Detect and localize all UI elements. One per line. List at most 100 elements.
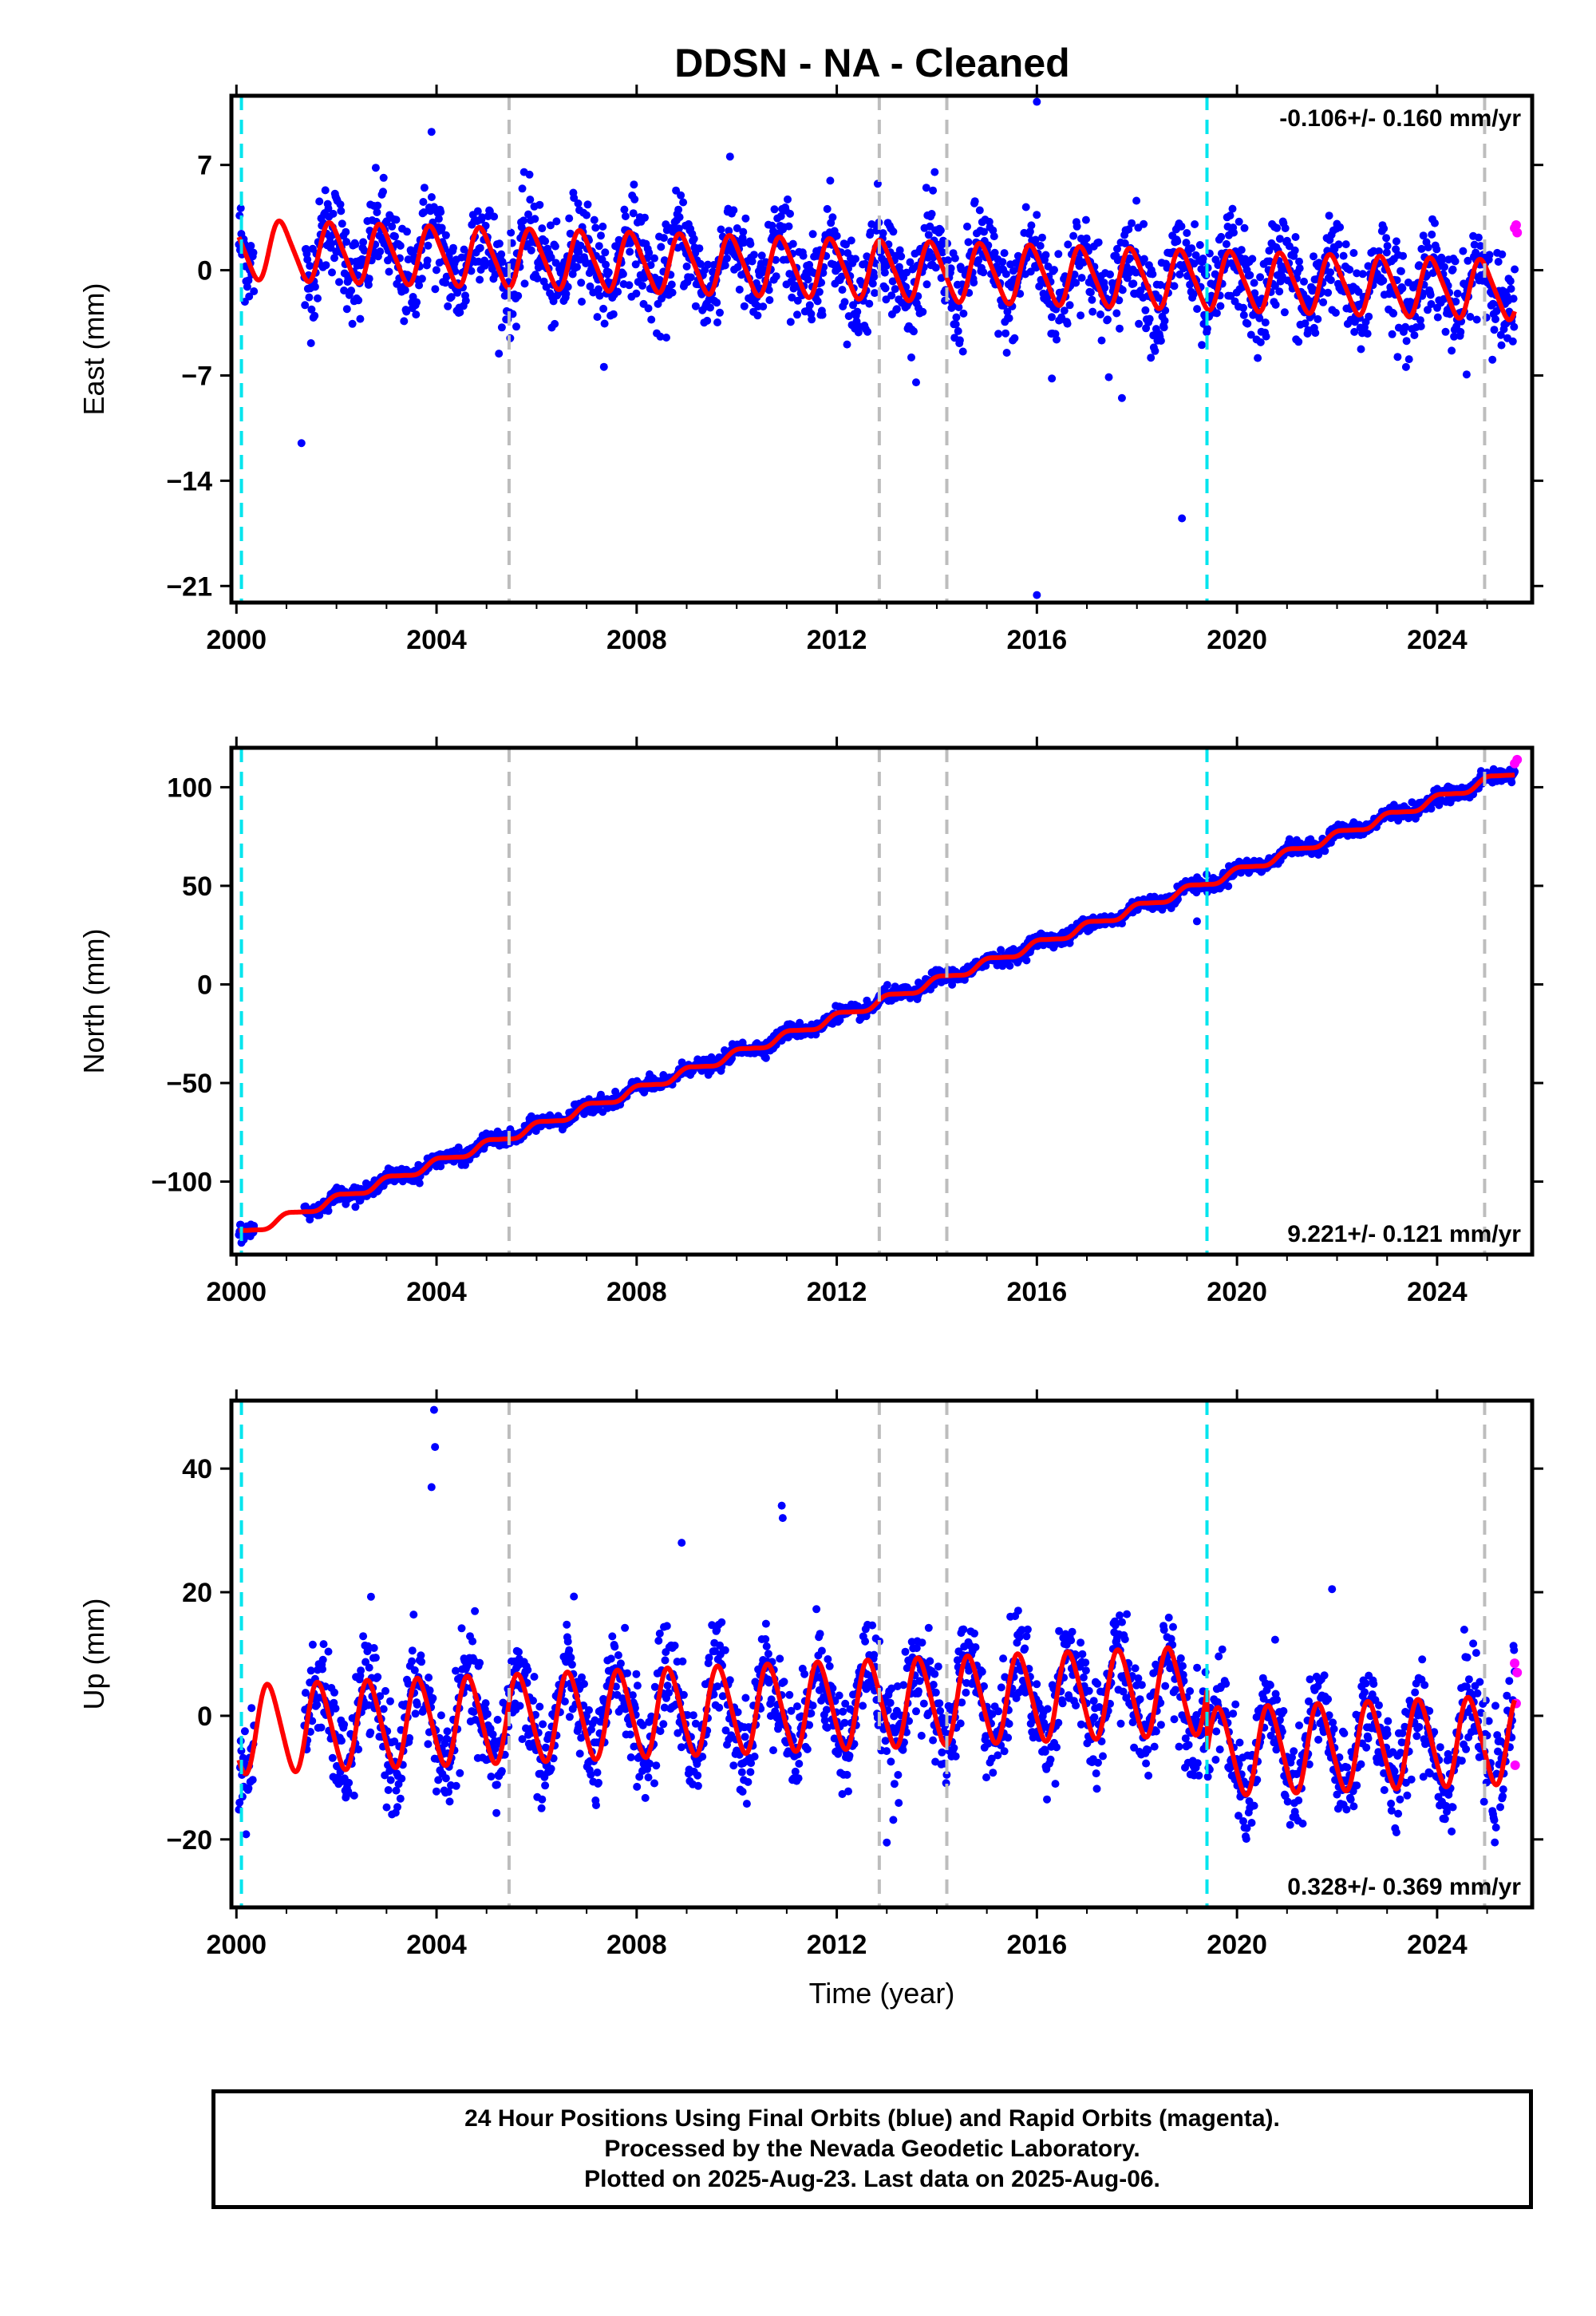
data-point bbox=[327, 239, 336, 248]
data-point bbox=[799, 251, 808, 260]
data-point bbox=[626, 1730, 634, 1739]
data-point bbox=[1326, 268, 1335, 277]
data-point bbox=[576, 241, 585, 250]
outlier-point bbox=[1178, 514, 1187, 523]
data-point bbox=[565, 1646, 574, 1654]
data-point bbox=[519, 216, 527, 225]
data-point bbox=[661, 1656, 670, 1665]
data-point bbox=[735, 285, 744, 294]
data-point bbox=[413, 298, 421, 306]
data-point bbox=[444, 302, 452, 310]
data-point bbox=[1314, 314, 1322, 323]
data-point bbox=[784, 195, 792, 204]
data-point bbox=[1509, 294, 1518, 303]
data-point bbox=[408, 1646, 417, 1655]
data-point bbox=[335, 278, 343, 287]
data-point bbox=[657, 243, 666, 251]
data-point bbox=[645, 248, 654, 257]
data-point bbox=[412, 310, 421, 319]
data-point bbox=[350, 1791, 358, 1800]
data-point bbox=[1488, 355, 1497, 364]
data-point bbox=[1399, 251, 1408, 260]
data-point bbox=[840, 298, 849, 306]
data-point bbox=[1254, 354, 1262, 362]
data-point bbox=[592, 1801, 600, 1809]
data-point bbox=[786, 318, 795, 326]
data-point bbox=[1476, 242, 1485, 251]
data-point bbox=[1441, 327, 1450, 336]
data-point bbox=[1301, 319, 1310, 328]
data-point bbox=[338, 219, 346, 228]
data-point bbox=[385, 267, 393, 276]
data-point bbox=[770, 205, 779, 214]
data-point bbox=[542, 283, 551, 291]
data-point bbox=[1140, 255, 1148, 263]
data-point bbox=[667, 280, 676, 289]
data-point bbox=[413, 1700, 421, 1709]
data-point bbox=[1324, 288, 1333, 297]
data-point bbox=[342, 227, 350, 236]
data-point bbox=[823, 204, 832, 213]
data-point bbox=[1507, 284, 1515, 293]
data-point bbox=[340, 1720, 349, 1729]
data-point bbox=[994, 330, 1003, 338]
data-point bbox=[441, 231, 450, 239]
data-point bbox=[586, 282, 595, 290]
data-point bbox=[1464, 256, 1472, 265]
data-point bbox=[721, 1646, 729, 1654]
data-point bbox=[538, 224, 547, 233]
data-point bbox=[549, 297, 558, 306]
data-point bbox=[452, 1666, 460, 1675]
data-point bbox=[1462, 370, 1471, 379]
data-point bbox=[417, 275, 426, 283]
data-point bbox=[943, 256, 952, 265]
data-point bbox=[1472, 315, 1481, 324]
data-point bbox=[1063, 319, 1072, 328]
data-point bbox=[881, 284, 890, 293]
data-point bbox=[1331, 308, 1340, 317]
data-point bbox=[1033, 211, 1041, 219]
data-point bbox=[955, 336, 964, 345]
data-point bbox=[1275, 235, 1284, 243]
data-point bbox=[632, 1670, 641, 1678]
data-point bbox=[633, 1682, 642, 1690]
data-point bbox=[371, 1654, 380, 1662]
data-point bbox=[1175, 270, 1184, 279]
data-point bbox=[1290, 246, 1299, 255]
data-point bbox=[452, 1781, 460, 1790]
rapid-point bbox=[1512, 754, 1523, 765]
data-point bbox=[415, 281, 424, 290]
data-point bbox=[1295, 264, 1304, 273]
data-point bbox=[308, 1640, 317, 1649]
data-point bbox=[1416, 322, 1425, 330]
data-point bbox=[560, 1697, 569, 1705]
data-point bbox=[595, 285, 602, 294]
data-point bbox=[1160, 316, 1169, 325]
x-tick-label: 2000 bbox=[206, 625, 267, 655]
east-plot-frame bbox=[229, 93, 1535, 605]
data-point bbox=[1183, 271, 1191, 280]
data-point bbox=[578, 298, 586, 306]
data-point bbox=[565, 1713, 574, 1721]
data-point bbox=[242, 1830, 251, 1839]
data-point bbox=[1353, 269, 1361, 278]
data-point bbox=[381, 1686, 389, 1695]
data-point bbox=[1402, 337, 1411, 346]
data-point bbox=[240, 1727, 249, 1736]
data-point bbox=[1448, 346, 1456, 355]
data-point bbox=[644, 1773, 653, 1782]
data-point bbox=[602, 260, 610, 269]
data-point bbox=[485, 207, 494, 215]
data-point bbox=[1212, 309, 1221, 318]
data-point bbox=[1271, 300, 1280, 309]
data-point bbox=[396, 1794, 405, 1803]
data-point bbox=[1325, 211, 1333, 220]
data-point bbox=[1136, 287, 1145, 295]
x-tick-label: 2024 bbox=[1407, 625, 1468, 655]
data-point bbox=[725, 152, 734, 161]
data-point bbox=[621, 212, 630, 220]
data-point bbox=[1494, 258, 1503, 266]
data-point bbox=[725, 227, 733, 235]
x-tick-label: 2012 bbox=[807, 1277, 867, 1307]
data-point bbox=[982, 962, 990, 970]
